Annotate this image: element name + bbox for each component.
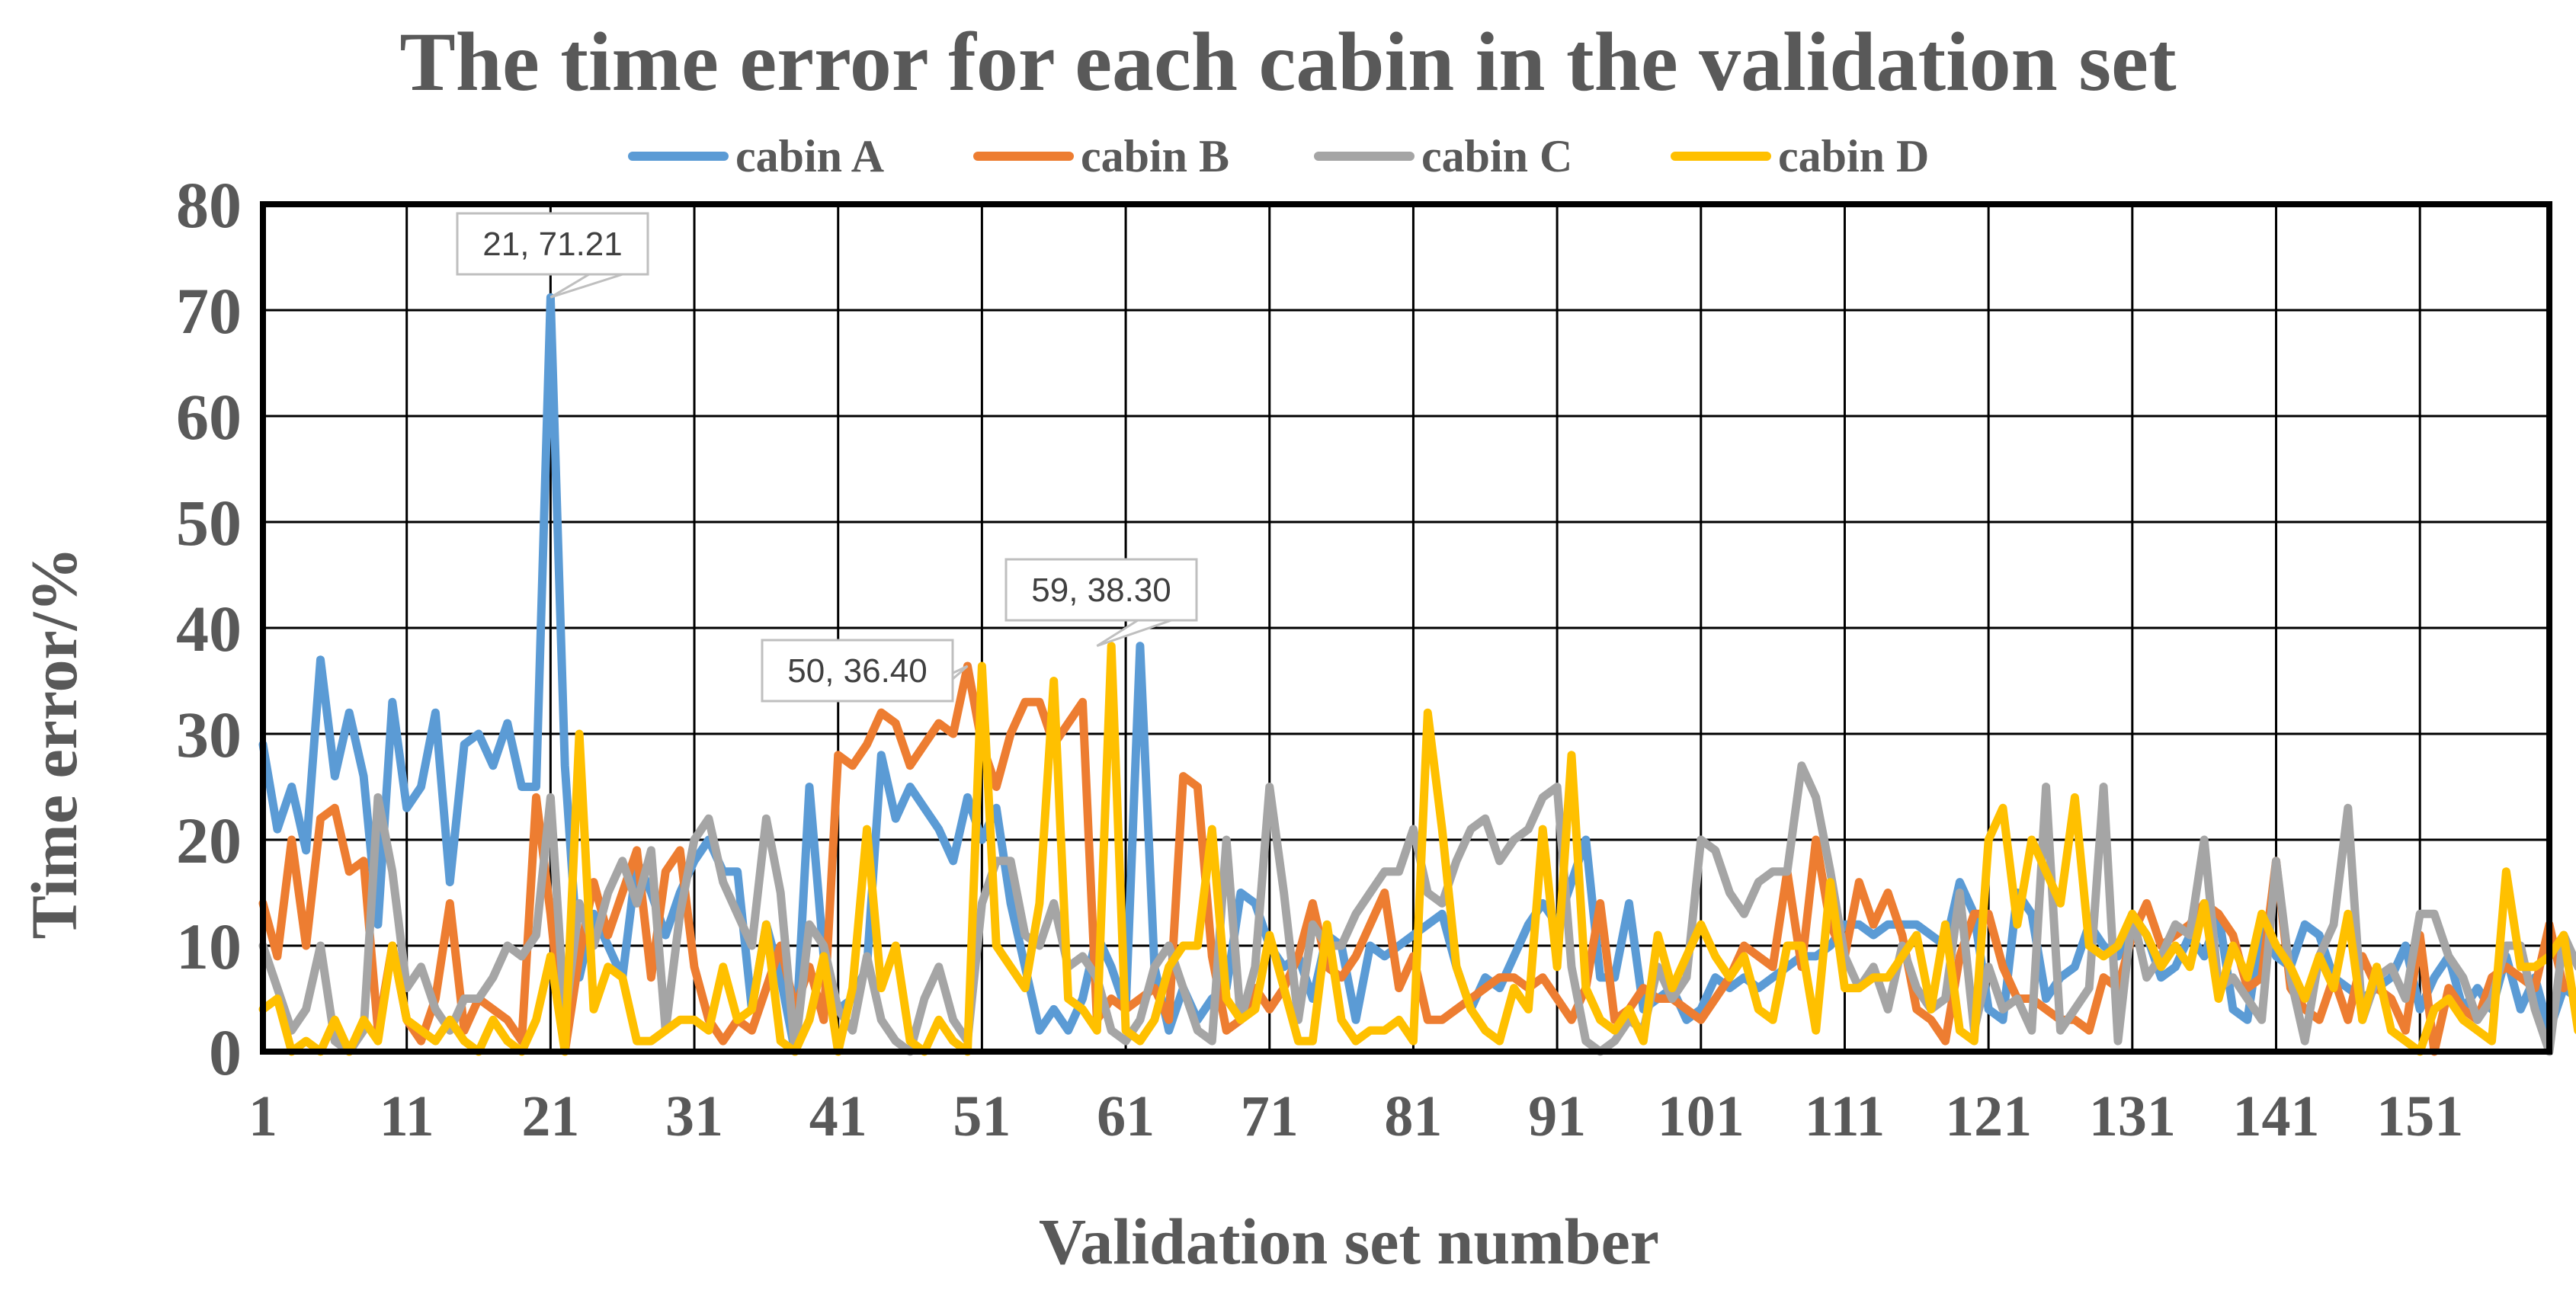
x-tick-label: 51 [953,1084,1011,1148]
x-tick-label: 31 [665,1084,723,1148]
legend-label: cabin D [1778,131,1929,181]
x-tick-label: 61 [1097,1084,1155,1148]
x-tick-label: 71 [1241,1084,1299,1148]
x-tick-label: 11 [380,1084,434,1148]
callout-box [1004,558,1198,622]
x-tick-label: 101 [1658,1084,1745,1148]
callout-pointer [549,273,623,299]
legend-label: cabin B [1081,131,1229,181]
legend: cabin A cabin B cabin C cabin D [628,131,1929,181]
y-tick-label: 80 [176,168,242,242]
y-tick-label: 0 [209,1016,242,1089]
y-tick-label: 70 [176,274,242,347]
y-tick-label: 60 [176,380,242,453]
x-tick-label: 1 [248,1084,277,1148]
x-tick-label: 91 [1528,1084,1586,1148]
y-tick-label: 20 [176,804,242,877]
x-axis-label: Validation set number [1039,1205,1659,1278]
x-tick-label: 131 [2089,1084,2176,1148]
y-tick-label: 30 [176,698,242,771]
callouts: 21, 71.21 50, 36.40 59, 38.30 [456,212,1198,703]
x-tick-label: 21 [521,1084,579,1148]
y-axis-ticks: 0 10 20 30 40 50 60 70 80 [176,168,242,1089]
data-label: 59, 38.30 [1031,572,1171,609]
x-tick-label: 151 [2376,1084,2463,1148]
x-tick-label: 121 [1945,1084,2032,1148]
data-label: 21, 71.21 [482,226,623,263]
x-tick-label: 81 [1384,1084,1442,1148]
y-tick-label: 10 [176,910,242,983]
plot-frame [260,201,2552,1055]
y-tick-label: 50 [176,486,242,559]
x-tick-label: 111 [1805,1084,1886,1148]
y-axis-label: Time error/% [18,546,91,939]
data-label: 50, 36.40 [787,652,928,690]
callout-pointer [1096,619,1172,648]
legend-label: cabin C [1421,131,1572,181]
series-line-cabin-d [258,642,2576,1056]
callout-box [456,212,649,276]
callout-box [761,639,954,703]
series-layer [258,293,2576,1056]
y-tick-label: 40 [176,592,242,665]
x-axis-ticks: 1 11 21 31 41 51 61 71 81 91 101 111 121 131 141 151 [248,1084,2463,1148]
x-tick-label: 41 [809,1084,867,1148]
legend-label: cabin A [735,131,884,181]
chart-title: The time error for each cabin in the val… [399,15,2177,108]
x-tick-label: 141 [2233,1084,2320,1148]
